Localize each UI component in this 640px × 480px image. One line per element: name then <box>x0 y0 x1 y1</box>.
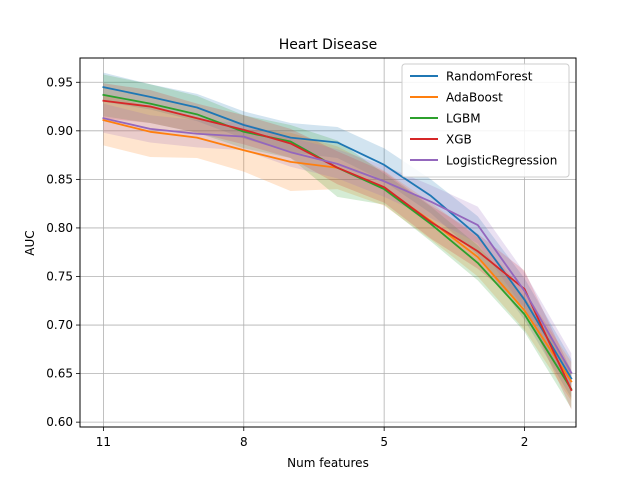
y-tick-label: 0.70 <box>46 318 73 332</box>
y-tick-label: 0.60 <box>46 415 73 429</box>
grid <box>80 58 576 427</box>
legend-box <box>401 63 570 178</box>
x-tick-label: 5 <box>380 435 388 449</box>
plot-frame <box>79 57 577 428</box>
series-line-randomforest <box>102 86 573 380</box>
y-axis-title: AUC <box>23 230 37 255</box>
y-tick-label: 0.80 <box>46 221 73 235</box>
band-xgb <box>103 83 572 410</box>
band-lgbm <box>103 74 572 409</box>
legend-label: XGB <box>446 133 472 147</box>
series-line-xgb <box>102 99 573 392</box>
x-tick-label: 2 <box>521 435 529 449</box>
y-tick-label: 0.95 <box>46 75 73 89</box>
chart-title: Heart Disease <box>279 37 377 53</box>
x-tick-label: 11 <box>96 435 111 449</box>
legend-label: LogisticRegression <box>446 154 557 168</box>
x-axis-ticks: 11 8 5 2 <box>96 427 529 449</box>
legend-label: LGBM <box>446 112 481 126</box>
legend-label: RandomForest <box>446 70 533 84</box>
series-line-logisticregression <box>102 117 573 374</box>
y-tick-label: 0.65 <box>46 367 73 381</box>
y-axis-ticks: 0.60 0.65 0.70 0.75 0.80 0.85 0.90 0.95 <box>46 75 80 429</box>
x-axis-title: Num features <box>287 456 369 470</box>
x-tick-label: 8 <box>240 435 248 449</box>
series-lines <box>102 86 573 392</box>
band-adaboost <box>103 94 572 401</box>
y-tick-label: 0.75 <box>46 269 73 283</box>
legend-label: AdaBoost <box>446 91 503 105</box>
legend: RandomForest AdaBoost LGBM XGB LogisticRegre… <box>401 63 570 178</box>
y-tick-label: 0.90 <box>46 124 73 138</box>
y-tick-label: 0.85 <box>46 172 73 186</box>
